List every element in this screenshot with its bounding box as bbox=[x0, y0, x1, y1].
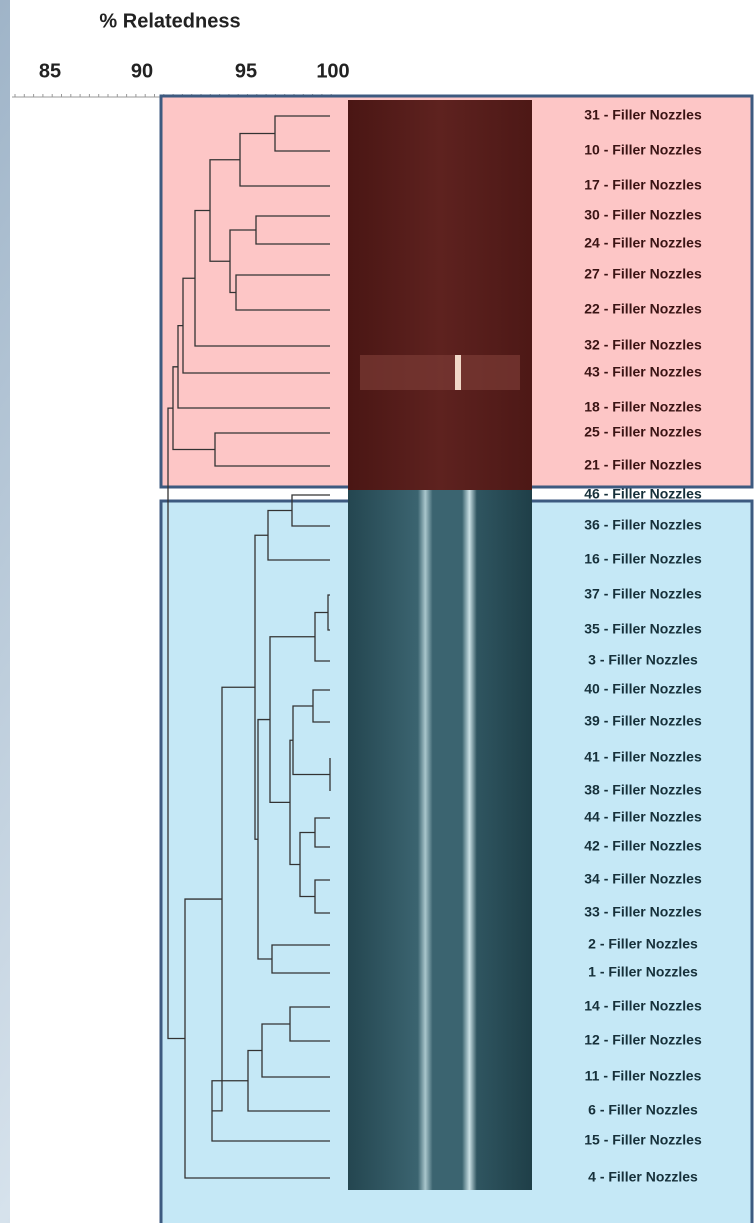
sample-label: 33 - Filler Nozzles bbox=[584, 904, 702, 920]
sample-label: 46 - Filler Nozzles bbox=[584, 486, 702, 502]
tick-label: 85 bbox=[39, 60, 61, 82]
sample-label: 44 - Filler Nozzles bbox=[584, 809, 702, 825]
sample-label: 22 - Filler Nozzles bbox=[584, 301, 702, 317]
page: {"axis": {"title": "% Relatedness", "tic… bbox=[0, 0, 755, 1223]
sample-label: 11 - Filler Nozzles bbox=[585, 1068, 702, 1084]
sample-label: 30 - Filler Nozzles bbox=[584, 207, 702, 223]
sample-label: 14 - Filler Nozzles bbox=[584, 998, 702, 1014]
sample-label: 37 - Filler Nozzles bbox=[584, 586, 702, 602]
sample-label: 12 - Filler Nozzles bbox=[584, 1032, 702, 1048]
tick-label: 95 bbox=[235, 60, 257, 82]
gel-band bbox=[360, 355, 520, 390]
sample-label: 1 - Filler Nozzles bbox=[588, 964, 698, 980]
sample-label: 27 - Filler Nozzles bbox=[584, 266, 702, 282]
sample-label: 36 - Filler Nozzles bbox=[584, 517, 702, 533]
tick-label: 90 bbox=[131, 60, 153, 82]
sample-label: 17 - Filler Nozzles bbox=[584, 177, 702, 193]
sample-label: 31 - Filler Nozzles bbox=[584, 107, 702, 123]
gel-image bbox=[348, 100, 532, 490]
sample-label: 38 - Filler Nozzles bbox=[584, 782, 702, 798]
sample-label: 10 - Filler Nozzles bbox=[584, 142, 702, 158]
sample-label: 25 - Filler Nozzles bbox=[584, 424, 702, 440]
sample-label: 3 - Filler Nozzles bbox=[588, 652, 698, 668]
sample-label: 16 - Filler Nozzles bbox=[584, 551, 702, 567]
sample-label: 32 - Filler Nozzles bbox=[584, 337, 702, 353]
gel-image bbox=[348, 490, 532, 1190]
sample-label: 39 - Filler Nozzles bbox=[584, 713, 702, 729]
sample-label: 42 - Filler Nozzles bbox=[584, 838, 702, 854]
sample-label: 18 - Filler Nozzles bbox=[584, 399, 702, 415]
sample-label: 2 - Filler Nozzles bbox=[588, 936, 698, 952]
figure: % Relatedness 85 90 95 100 31 - Filler Nozz… bbox=[0, 0, 755, 1223]
sample-label: 43 - Filler Nozzles bbox=[584, 364, 702, 380]
sample-label: 41 - Filler Nozzles bbox=[584, 749, 702, 765]
sample-label: 6 - Filler Nozzles bbox=[588, 1102, 698, 1118]
tick-label: 100 bbox=[316, 60, 349, 82]
sample-label: 21 - Filler Nozzles bbox=[584, 457, 702, 473]
sample-label: 34 - Filler Nozzles bbox=[584, 871, 702, 887]
sample-label: 4 - Filler Nozzles bbox=[588, 1169, 698, 1185]
gel-band bbox=[455, 355, 461, 390]
sample-label: 35 - Filler Nozzles bbox=[584, 621, 702, 637]
sample-label: 24 - Filler Nozzles bbox=[584, 235, 702, 251]
sample-label: 15 - Filler Nozzles bbox=[584, 1132, 702, 1148]
sample-label: 40 - Filler Nozzles bbox=[584, 681, 702, 697]
axis-title: % Relatedness bbox=[99, 10, 240, 32]
